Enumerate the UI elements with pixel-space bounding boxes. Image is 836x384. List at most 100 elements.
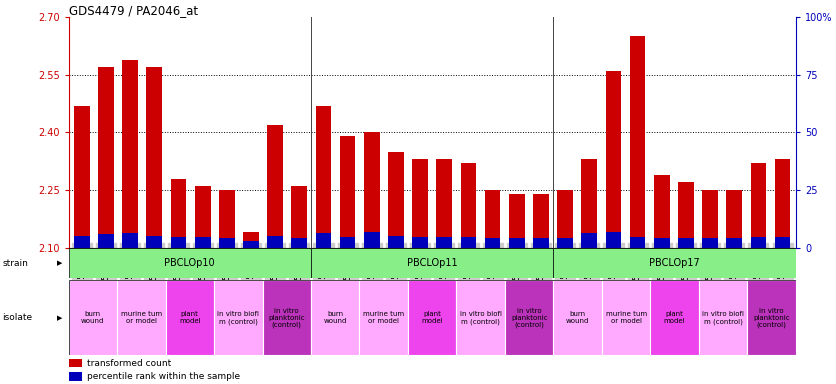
Text: in vitro
planktonic
(control): in vitro planktonic (control) [511,308,548,328]
Bar [485,238,501,248]
Bar [533,194,548,248]
Bar [726,238,742,248]
Bar [195,237,211,248]
Bar [461,237,477,248]
Bar [605,232,621,248]
Bar [605,71,621,248]
Bar [702,190,718,248]
Bar [509,194,525,248]
Bar [359,280,408,355]
Bar [98,67,114,248]
Bar [364,232,380,248]
Bar [650,280,699,355]
Bar [630,36,645,248]
Text: PBCLOp11: PBCLOp11 [407,258,457,268]
Bar [292,186,307,248]
Bar [364,132,380,248]
Bar [219,190,235,248]
Bar [311,280,359,355]
Bar [146,236,162,248]
Bar [654,175,670,248]
Text: in vitro
planktonic
(control): in vitro planktonic (control) [753,308,790,328]
Bar [171,237,186,248]
Bar [412,237,428,248]
Bar [654,238,670,248]
Bar [558,190,573,248]
Text: in vitro biofi
m (control): in vitro biofi m (control) [702,311,744,324]
Bar [558,238,573,248]
Bar [117,280,166,355]
Bar [581,233,597,248]
Bar [98,234,114,248]
Bar [436,159,452,248]
Bar [751,237,767,248]
Bar [699,280,747,355]
Text: murine tum
or model: murine tum or model [363,311,405,324]
Bar [69,372,82,381]
Bar [339,136,355,248]
Bar [316,106,331,248]
Bar [678,238,694,248]
Bar [726,190,742,248]
Bar [630,237,645,248]
Bar [408,280,456,355]
Bar [214,280,263,355]
Text: murine tum
or model: murine tum or model [120,311,162,324]
Text: GDS4479 / PA2046_at: GDS4479 / PA2046_at [69,4,197,17]
Text: burn
wound: burn wound [81,311,104,324]
Bar [268,236,283,248]
Bar [268,125,283,248]
Bar [412,159,428,248]
Bar [509,238,525,248]
Bar [243,232,259,248]
Bar [461,163,477,248]
Text: burn
wound: burn wound [566,311,589,324]
Bar [388,152,404,248]
Bar [122,60,138,248]
Text: strain: strain [3,258,28,268]
Bar [69,280,117,355]
Text: isolate: isolate [3,313,33,322]
Text: murine tum
or model: murine tum or model [605,311,647,324]
Bar [263,280,311,355]
Bar [485,190,501,248]
Bar [553,280,602,355]
Bar [581,159,597,248]
Bar [751,163,767,248]
Bar [553,248,796,278]
Bar [69,359,82,367]
Text: ▶: ▶ [57,260,62,266]
Bar [171,179,186,248]
Text: in vitro biofi
m (control): in vitro biofi m (control) [460,311,502,324]
Bar [339,237,355,248]
Bar [146,67,162,248]
Bar [243,241,259,248]
Bar [122,233,138,248]
Bar [456,280,505,355]
Bar [195,186,211,248]
Bar [775,159,790,248]
Text: burn
wound: burn wound [324,311,347,324]
Bar [678,182,694,248]
Text: plant
model: plant model [179,311,201,324]
Text: plant
model: plant model [421,311,443,324]
Text: transformed count: transformed count [87,359,171,368]
Bar [775,237,790,248]
Bar [436,237,452,248]
Bar [505,280,553,355]
Text: in vitro biofi
m (control): in vitro biofi m (control) [217,311,259,324]
Text: PBCLOp10: PBCLOp10 [165,258,215,268]
Bar [166,280,214,355]
Text: percentile rank within the sample: percentile rank within the sample [87,372,240,381]
Bar [292,238,307,248]
Bar [311,248,553,278]
Bar [702,238,718,248]
Text: ▶: ▶ [57,315,62,321]
Bar [74,236,89,248]
Text: PBCLOp17: PBCLOp17 [650,258,700,268]
Text: plant
model: plant model [664,311,686,324]
Bar [388,236,404,248]
Bar [316,233,331,248]
Text: in vitro
planktonic
(control): in vitro planktonic (control) [268,308,305,328]
Bar [747,280,796,355]
